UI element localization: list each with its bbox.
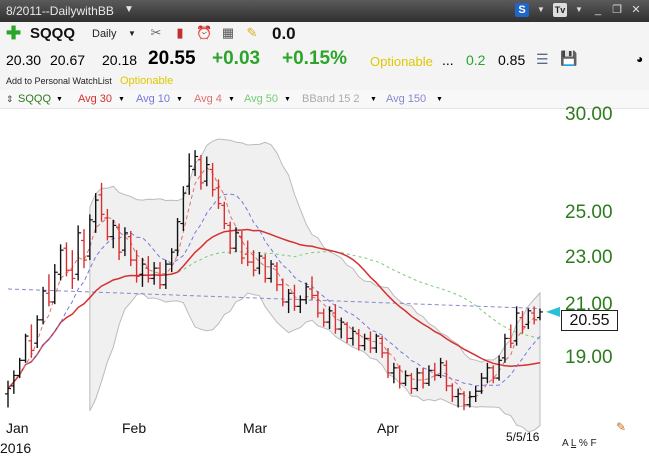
- y-tick-label: 19.00: [565, 347, 613, 368]
- y-tick-label: 30.00: [565, 104, 613, 125]
- avg50-line: [124, 251, 541, 339]
- y-tick-label: 21.00: [565, 294, 613, 315]
- legend-avg150[interactable]: Avg 150: [386, 93, 427, 105]
- period-select[interactable]: Daily: [92, 28, 117, 40]
- watchlist-row: Add to Personal WatchList Optionable: [0, 72, 649, 90]
- x-tick-label: Apr: [377, 420, 399, 436]
- high-value: 20.67: [50, 52, 86, 68]
- legend-avg10[interactable]: Avg 10: [136, 93, 171, 105]
- add-symbol-icon[interactable]: ✚: [6, 23, 22, 43]
- change-percent: +0.15%: [282, 48, 347, 69]
- symbol-input[interactable]: SQQQ: [30, 25, 76, 42]
- close-icon[interactable]: ✕: [631, 4, 641, 16]
- chevron-down-icon[interactable]: ▼: [370, 96, 377, 103]
- window-buttons: S ▼ Tv ▼ _ ❐ ✕: [515, 3, 643, 17]
- notes-icon[interactable]: ✎: [246, 25, 258, 40]
- bollinger-band: [89, 138, 541, 433]
- last-price: 20.55: [148, 48, 196, 69]
- ellipsis-text: ...: [442, 52, 454, 68]
- link-s-icon[interactable]: S: [515, 3, 529, 17]
- chevron-down-icon[interactable]: ▼: [284, 96, 291, 103]
- y-tick-label: 25.00: [565, 202, 613, 223]
- database-icon[interactable]: ☰: [536, 51, 549, 67]
- tv-icon[interactable]: Tv: [553, 3, 567, 17]
- save-icon[interactable]: 💾: [560, 50, 578, 66]
- last-price-marker: 20.55: [561, 310, 618, 331]
- value-1: 0.2: [466, 52, 486, 68]
- chevron-down-icon[interactable]: ▼: [436, 96, 443, 103]
- year-label: 2016: [0, 440, 32, 456]
- draw-pencil-icon[interactable]: ✎: [616, 420, 627, 434]
- calculator-icon[interactable]: ▦: [221, 25, 235, 40]
- legend-avg50[interactable]: Avg 50: [244, 93, 279, 105]
- chevron-down-icon[interactable]: ▼: [56, 96, 63, 103]
- layout-dropdown-icon[interactable]: ▼: [124, 4, 134, 15]
- add-watchlist-link[interactable]: Add to Personal WatchList: [6, 76, 112, 86]
- restore-icon[interactable]: ❐: [612, 4, 622, 16]
- change-value: +0.03: [212, 48, 261, 69]
- x-tick-label: Feb: [122, 420, 147, 436]
- candlestick-icon[interactable]: ▮: [176, 25, 184, 40]
- minimize-icon[interactable]: _: [594, 4, 602, 16]
- layout-title[interactable]: 8/2011--DailywithBB: [6, 4, 114, 18]
- scale-options[interactable]: A L % F: [562, 438, 597, 449]
- chevron-down-icon[interactable]: ▼: [128, 29, 136, 38]
- chevron-down-icon[interactable]: ▼: [537, 5, 545, 14]
- alarm-icon[interactable]: ⏰: [196, 25, 213, 40]
- y-tick-label: 23.00: [565, 247, 613, 268]
- toolbar-value: 0.0: [272, 24, 296, 43]
- legend-avg4[interactable]: Avg 4: [194, 93, 222, 105]
- optionable-tag: Optionable: [120, 75, 174, 87]
- value-2: 0.85: [498, 52, 526, 68]
- legend-handle-icon[interactable]: ⇕: [6, 94, 14, 104]
- x-tick-label: Mar: [243, 420, 268, 436]
- x-tick-label: Jan: [6, 420, 29, 436]
- indicator-legend: ⇕ SQQQ ▼ Avg 30 ▼ Avg 10 ▼ Avg 4 ▼ Avg 5…: [0, 90, 649, 109]
- open-value: 20.30: [6, 52, 42, 68]
- low-value: 20.18: [102, 52, 138, 68]
- chevron-down-icon[interactable]: ▼: [118, 96, 125, 103]
- legend-avg30[interactable]: Avg 30: [78, 93, 113, 105]
- legend-symbol[interactable]: SQQQ: [18, 93, 52, 105]
- price-chart[interactable]: [0, 108, 649, 460]
- tools-icon[interactable]: ✂: [150, 25, 162, 40]
- window-titlebar: 8/2011--DailywithBB ▼ S ▼ Tv ▼ _ ❐ ✕: [0, 0, 649, 22]
- avg150-line: [7, 288, 541, 310]
- chevron-down-icon[interactable]: ▼: [575, 5, 583, 14]
- last-price-arrow: [546, 306, 560, 317]
- palette-icon[interactable]: ◕: [636, 52, 644, 66]
- optionable-label: Optionable: [370, 54, 433, 69]
- last-date-label: 5/5/16: [506, 430, 540, 444]
- chart-toolbar: ✚ SQQQ Daily ▼ ✂ ▮ ⏰ ▦ ✎ 0.0: [0, 22, 649, 46]
- quote-row: 20.30 20.67 20.18 20.55 +0.03 +0.15% Opt…: [0, 46, 649, 72]
- chevron-down-icon[interactable]: ▼: [176, 96, 183, 103]
- avg30-line: [7, 228, 541, 389]
- chevron-down-icon[interactable]: ▼: [228, 96, 235, 103]
- legend-bband[interactable]: BBand 15 2: [302, 93, 360, 105]
